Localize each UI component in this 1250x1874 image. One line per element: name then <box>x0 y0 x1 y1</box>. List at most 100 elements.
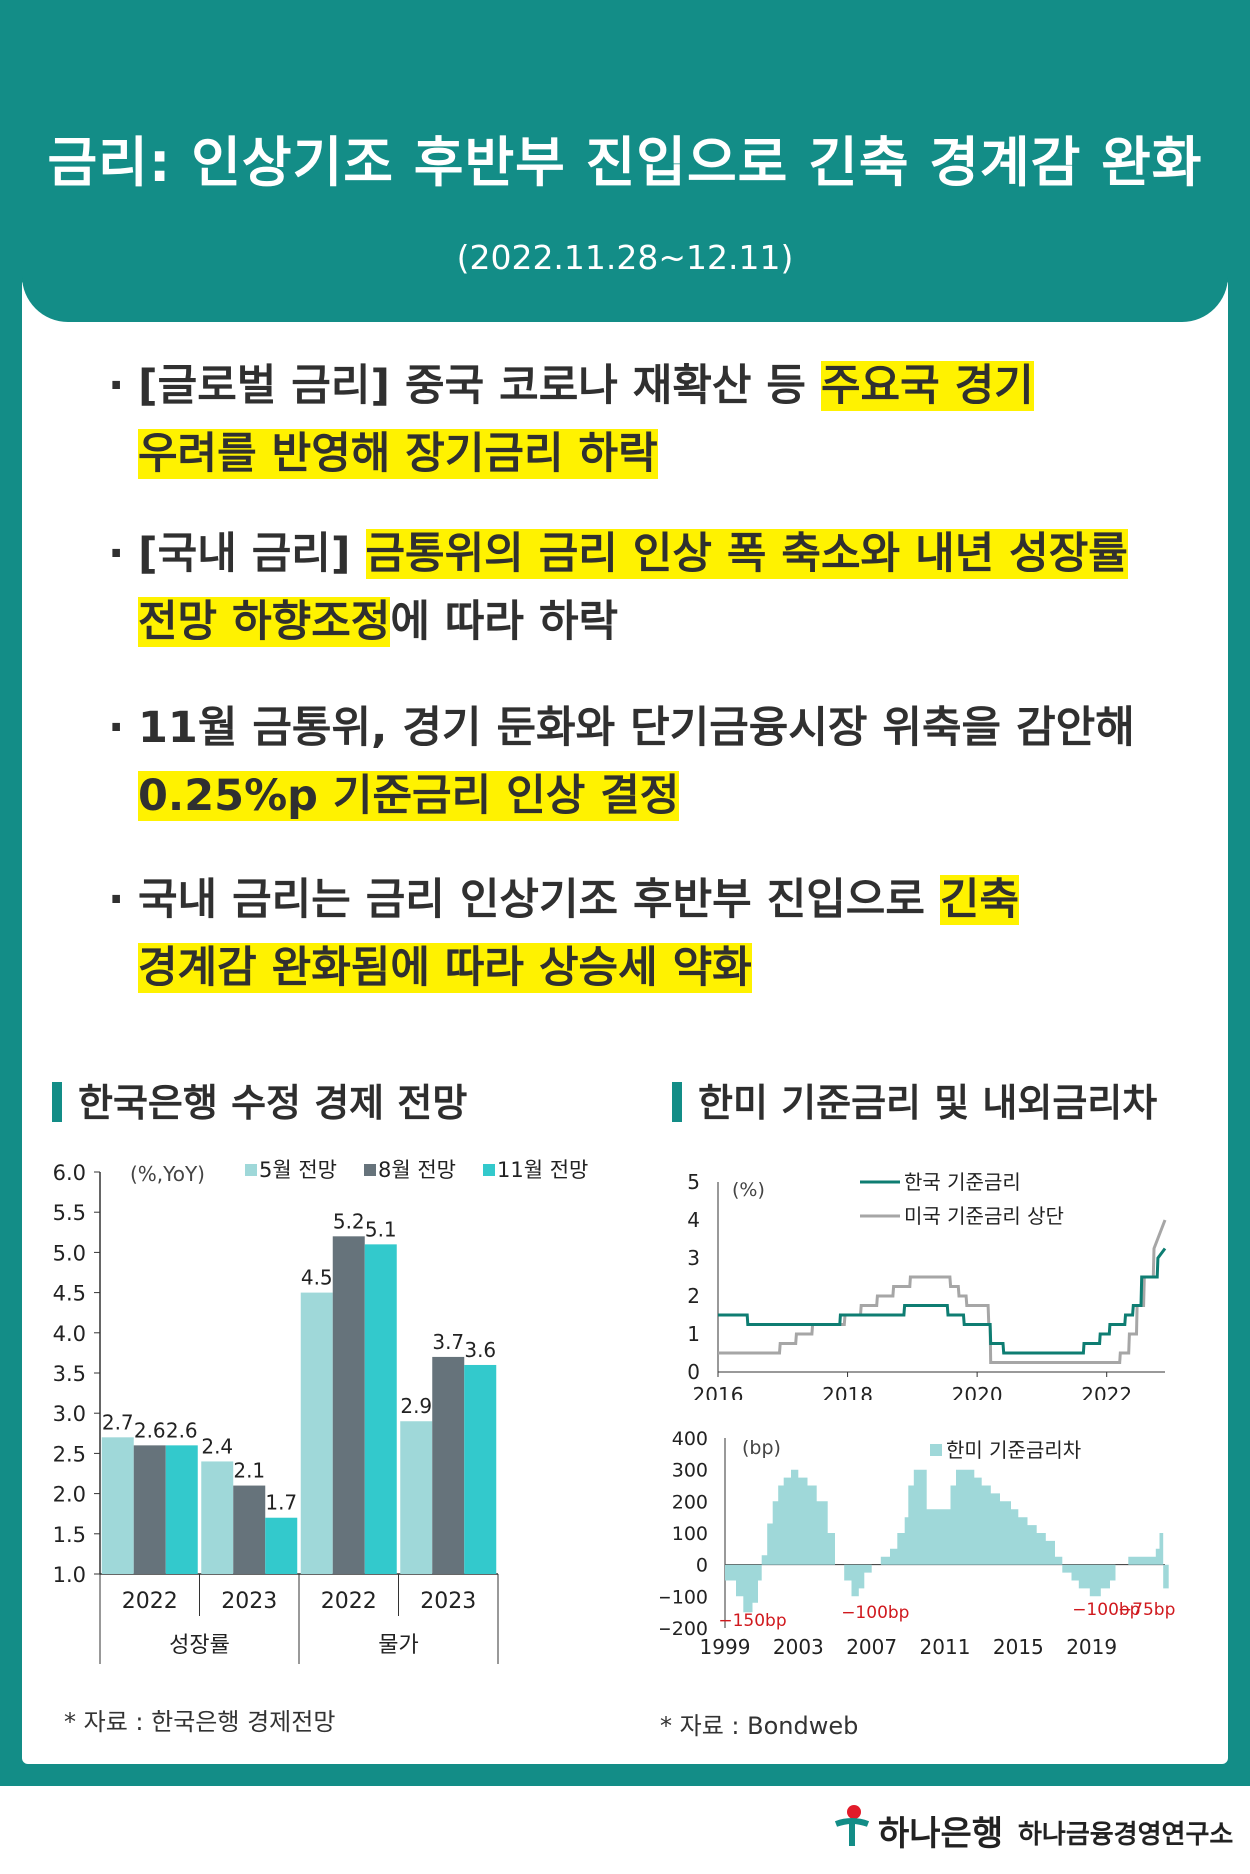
y-tick-label: 200 <box>672 1491 708 1513</box>
series-line <box>718 1247 1167 1355</box>
data-label: 2.1 <box>233 1459 265 1483</box>
bullet-outlook: · 국내 금리는 금리 인상기조 후반부 진입으로 긴축 경계감 완화됨에 따라 … <box>108 866 1198 1002</box>
x-tick-label: 2016 <box>693 1383 744 1400</box>
data-label: 4.5 <box>301 1266 333 1290</box>
y-tick-label: 5.0 <box>53 1241 86 1265</box>
x-tick-label: 2022 <box>122 1589 178 1614</box>
annotation-label: −100bp <box>841 1603 909 1623</box>
y-tick-label: 1 <box>687 1322 700 1346</box>
left-chart-title: 한국은행 수정 경제 전망 <box>52 1072 467 1127</box>
bullet-text: 에 따라 하락 <box>390 597 619 647</box>
bullet-dot: · <box>108 875 125 925</box>
data-label: 2.9 <box>400 1394 432 1418</box>
highlight-text: 0.25%p 기준금리 인상 결정 <box>138 771 680 821</box>
y-tick-label: 0 <box>696 1555 708 1577</box>
bullet-domestic-rates: · [국내 금리] 금통위의 금리 인상 폭 축소와 내년 성장률 전망 하향조정… <box>108 520 1198 656</box>
bar <box>432 1356 465 1574</box>
unit-label: (%) <box>732 1179 765 1201</box>
data-label: 1.7 <box>265 1491 297 1515</box>
legend-swatch <box>245 1164 257 1176</box>
left-source: * 자료 : 한국은행 경제전망 <box>64 1708 336 1736</box>
bar <box>332 1236 365 1574</box>
legend-swatch <box>930 1444 942 1456</box>
right-chart-title-text: 한미 기준금리 및 내외금리차 <box>698 1081 1158 1125</box>
y-tick-label: 3.0 <box>53 1402 86 1426</box>
x-tick-label: 2019 <box>1066 1635 1117 1659</box>
x-tick-label: 2018 <box>822 1383 873 1400</box>
bullet-text: [국내 금리] <box>138 529 366 579</box>
x-tick-label: 2015 <box>993 1635 1044 1659</box>
bullet-global-rates: · [글로벌 금리] 중국 코로나 재확산 등 주요국 경기 우려를 반영해 장기… <box>108 352 1198 488</box>
right-source: * 자료 : Bondweb <box>660 1712 859 1740</box>
bar <box>233 1485 266 1574</box>
title-bar-icon <box>672 1082 682 1122</box>
legend-label: 11월 전망 <box>497 1158 588 1182</box>
bar <box>201 1461 234 1574</box>
footer: 하나은행 하나금융경영연구소 <box>0 1786 1250 1874</box>
highlight-text: 금통위의 금리 인상 폭 축소와 내년 성장률 <box>365 529 1128 579</box>
data-label: 2.6 <box>134 1418 166 1442</box>
legend-label: 한미 기준금리차 <box>946 1438 1081 1462</box>
y-tick-label: 400 <box>672 1428 708 1450</box>
bar <box>265 1517 298 1574</box>
legend-swatch <box>364 1164 376 1176</box>
bullet-text: 11월 금통위, 경기 둔화와 단기금융시장 위축을 감안해 <box>138 703 1135 753</box>
unit-label: (bp) <box>742 1437 781 1459</box>
y-tick-label: 3.5 <box>53 1362 86 1386</box>
bar <box>133 1445 166 1574</box>
date-range: (2022.11.28~12.11) <box>456 238 794 277</box>
legend-label: 한국 기준금리 <box>904 1170 1021 1194</box>
header-curve <box>22 276 1228 322</box>
institute-name: 하나금융경영연구소 <box>1018 1820 1234 1850</box>
data-label: 2.6 <box>166 1418 198 1442</box>
bullet-dot: · <box>108 529 125 579</box>
forecast-bar-chart: 1.0 1.5 2.0 2.5 3.0 3.5 4.0 4.5 5.0 5.5 6.0 (%,YoY)… <box>53 1158 588 1664</box>
x-tick-label: 2003 <box>773 1635 824 1659</box>
annotation-label: −150bp <box>718 1611 786 1631</box>
group-label: 성장률 <box>169 1633 230 1658</box>
data-label: 2.4 <box>201 1434 233 1458</box>
y-tick-label: −200 <box>660 1618 708 1640</box>
x-tick-label: 2011 <box>920 1635 971 1659</box>
data-label: 2.7 <box>102 1410 134 1434</box>
data-label: 3.7 <box>432 1330 464 1354</box>
y-tick-label: 1.5 <box>53 1523 86 1547</box>
y-tick-label: 1.0 <box>53 1563 86 1587</box>
bar <box>464 1364 497 1574</box>
x-tick-label: 2023 <box>420 1589 476 1614</box>
y-tick-label: 4 <box>687 1208 700 1232</box>
bar <box>364 1244 397 1574</box>
y-tick-label: 2 <box>687 1284 700 1308</box>
y-tick-label: 100 <box>672 1523 708 1545</box>
y-tick-label: −100 <box>660 1586 708 1608</box>
bullet-mpc-decision: · 11월 금통위, 경기 둔화와 단기금융시장 위축을 감안해 0.25%p 기… <box>108 694 1198 830</box>
y-tick-label: 4.0 <box>53 1322 86 1346</box>
y-tick-label: 5.5 <box>53 1201 86 1225</box>
x-tick-label: 2022 <box>1081 1383 1132 1400</box>
y-tick-label: 6.0 <box>53 1161 86 1185</box>
y-tick-label: 0 <box>687 1360 700 1384</box>
legend-label: 5월 전망 <box>259 1158 337 1182</box>
bullet-dot: · <box>108 703 125 753</box>
y-tick-label: 5 <box>687 1170 700 1194</box>
legend-label: 미국 기준금리 상단 <box>904 1204 1064 1228</box>
x-tick-label: 1999 <box>700 1635 751 1659</box>
page-title: 금리: 인상기조 후반부 진입으로 긴축 경계감 완화 <box>47 131 1203 194</box>
legend-swatch <box>483 1164 495 1176</box>
highlight-text: 주요국 경기 <box>820 361 1034 411</box>
y-tick-label: 4.5 <box>53 1282 86 1306</box>
bank-name: 하나은행 <box>878 1814 1004 1854</box>
annotation-label: −100bp <box>1072 1600 1140 1620</box>
bar <box>300 1292 333 1574</box>
y-tick-label: 2.5 <box>53 1442 86 1466</box>
legend-label: 8월 전망 <box>378 1158 456 1182</box>
bullet-text: [글로벌 금리] 중국 코로나 재확산 등 <box>138 361 821 411</box>
spread-area <box>725 1469 1169 1613</box>
y-tick-label: 3 <box>687 1246 700 1270</box>
highlight-text: 경계감 완화됨에 따라 상승세 약화 <box>138 943 752 993</box>
bullet-dot: · <box>108 361 125 411</box>
data-label: 5.1 <box>365 1217 397 1241</box>
data-label: 3.6 <box>464 1338 496 1362</box>
x-tick-label: 2023 <box>221 1589 277 1614</box>
x-tick-label: 2007 <box>846 1635 897 1659</box>
